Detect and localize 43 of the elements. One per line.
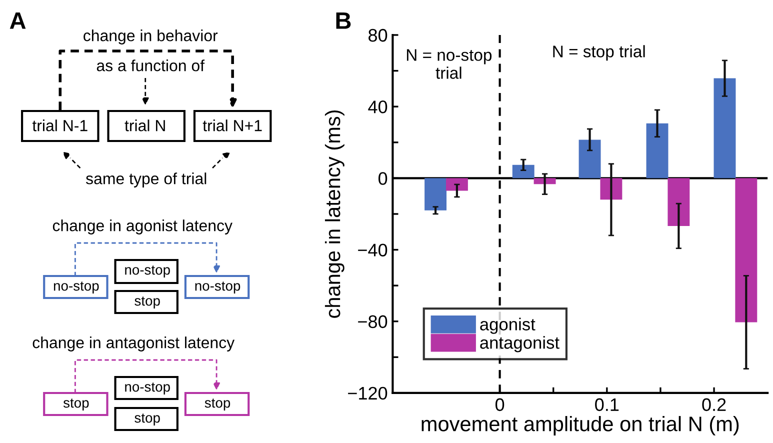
text: trial N-1 [32,120,88,132]
x-axis-title: movement amplitude on trial N (m) [422,416,739,436]
chart-title: B [336,12,351,29]
text: change in agonist latency [52,220,232,234]
annotation: N = no-stop trial [406,49,492,79]
x-tick-label: 0.2 [702,398,726,412]
y-tick-label: 0 [378,172,388,185]
text: stop [63,398,89,410]
annotation: N = stop trial [553,45,645,61]
y-tick-label: −120 [348,386,388,400]
text: no-stop [54,282,99,294]
text: change in behavior [84,30,218,44]
bar [578,140,601,178]
legend-label: antagonist [480,336,560,352]
bar [534,178,556,184]
text: no-stop [195,282,240,294]
text: no-stop [125,382,170,394]
bar [646,123,668,178]
y-tick-label: 80 [368,28,388,42]
text: change in antagonist latency [32,336,235,352]
bar [668,178,690,226]
text: trial N+1 [202,120,262,132]
text: stop [134,296,160,308]
y-tick-label: −40 [358,244,388,256]
text: as a function of [96,60,205,72]
y-tick-label: −80 [358,315,388,328]
bar [714,78,736,178]
text: stop [134,414,160,426]
bar [735,178,758,322]
y-axis-title: change in latency (ms) [324,110,344,318]
text: trial N [124,120,165,132]
x-tick-label: 0.1 [595,398,619,412]
text: stop [204,398,230,410]
legend-label: agonist [480,318,536,334]
bar [600,178,622,200]
text: no-stop [125,266,170,278]
bar [446,178,468,191]
text: A [10,12,26,29]
x-tick-label: 0 [495,398,504,412]
bar [424,178,447,210]
bar [512,164,534,178]
y-tick-label: 40 [368,100,388,114]
text: same type of trial [86,172,206,188]
